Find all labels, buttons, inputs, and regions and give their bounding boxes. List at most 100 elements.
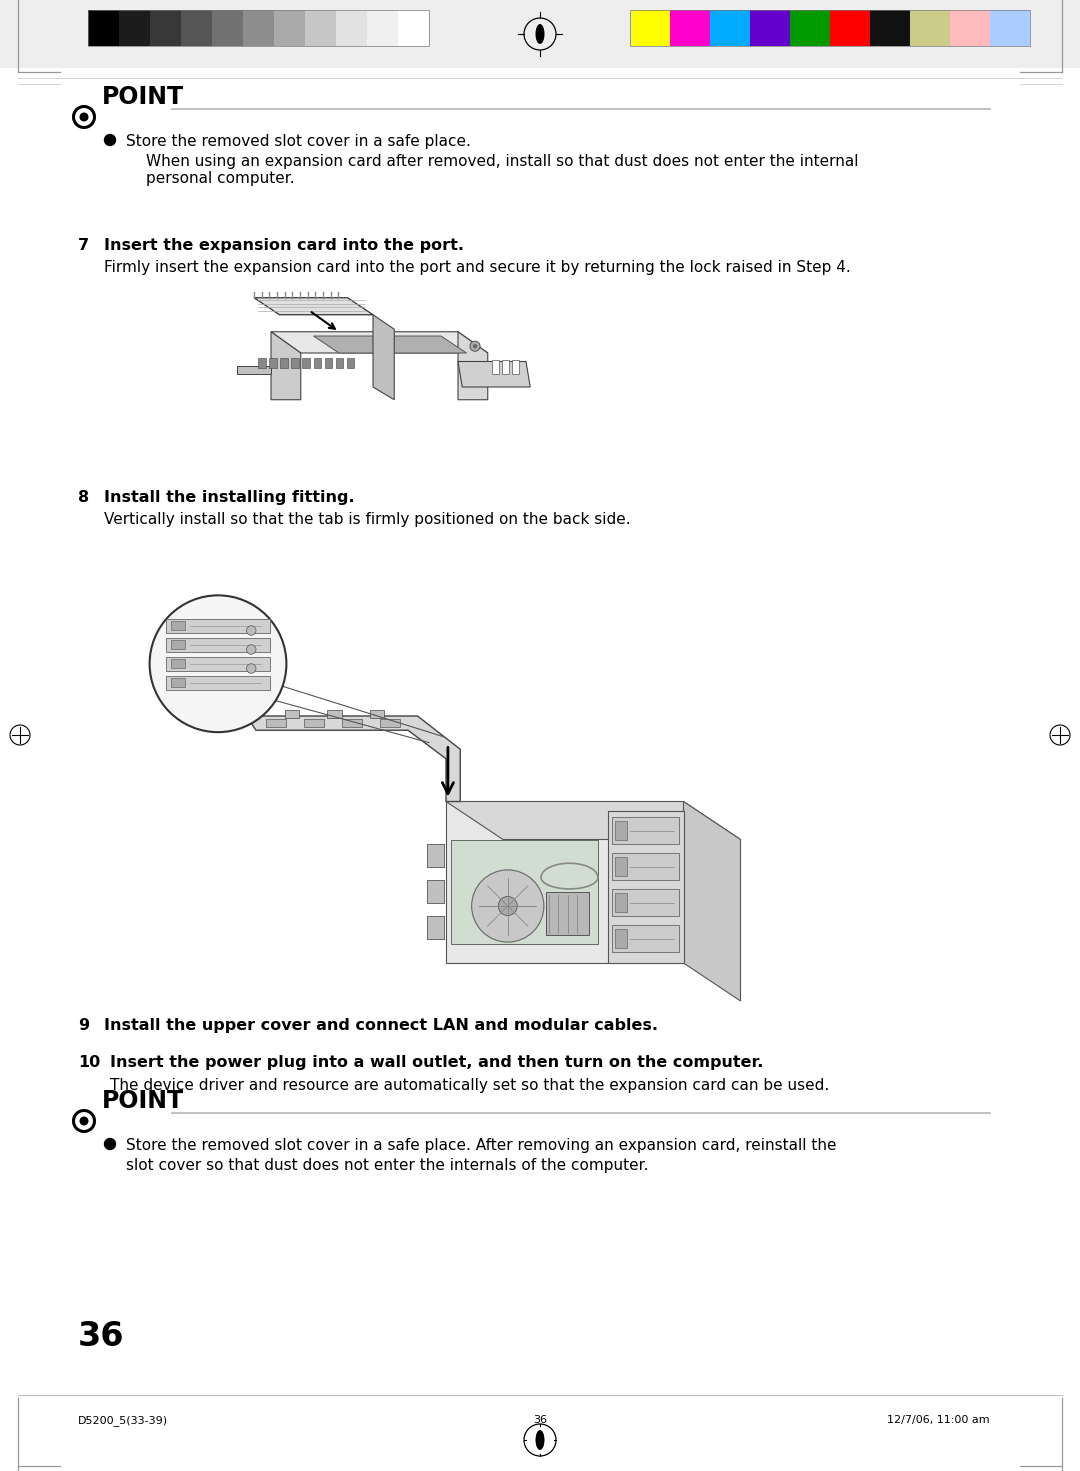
Text: D5200_5(33-39): D5200_5(33-39): [78, 1415, 168, 1425]
Bar: [258, 359, 266, 368]
Polygon shape: [446, 802, 741, 840]
Bar: [427, 844, 444, 866]
Bar: [612, 816, 678, 844]
Bar: [616, 893, 626, 912]
Circle shape: [246, 625, 256, 635]
Text: Store the removed slot cover in a safe place. After removing an expansion card, : Store the removed slot cover in a safe p…: [126, 1139, 837, 1153]
Bar: [512, 360, 519, 374]
Circle shape: [105, 134, 116, 146]
Bar: [870, 10, 910, 46]
Bar: [399, 10, 429, 46]
Polygon shape: [237, 366, 271, 374]
Polygon shape: [313, 335, 467, 353]
Text: Vertically install so that the tab is firmly positioned on the back side.: Vertically install so that the tab is fi…: [104, 512, 631, 527]
Text: Firmly insert the expansion card into the port and secure it by returning the lo: Firmly insert the expansion card into th…: [104, 260, 851, 275]
Bar: [950, 10, 990, 46]
Bar: [327, 710, 341, 718]
Text: POINT: POINT: [102, 1089, 184, 1114]
Polygon shape: [271, 332, 488, 353]
Bar: [171, 659, 185, 668]
Polygon shape: [684, 802, 741, 1000]
Bar: [612, 890, 678, 916]
Bar: [274, 10, 305, 46]
Bar: [87, 10, 429, 46]
Bar: [789, 10, 831, 46]
Text: POINT: POINT: [102, 85, 184, 109]
Polygon shape: [458, 362, 530, 387]
Text: 9: 9: [78, 1018, 90, 1033]
Bar: [336, 10, 367, 46]
Bar: [545, 891, 589, 934]
Polygon shape: [607, 811, 684, 964]
Bar: [181, 10, 212, 46]
Bar: [292, 359, 299, 368]
Polygon shape: [246, 716, 460, 802]
Bar: [670, 10, 710, 46]
Bar: [171, 678, 185, 687]
Circle shape: [246, 663, 256, 674]
Bar: [165, 658, 270, 671]
Circle shape: [473, 344, 477, 349]
Ellipse shape: [536, 24, 544, 44]
Bar: [910, 10, 950, 46]
Bar: [165, 677, 270, 690]
Bar: [630, 10, 670, 46]
Text: 36: 36: [78, 1319, 124, 1353]
Bar: [171, 640, 185, 649]
Text: Install the installing fitting.: Install the installing fitting.: [104, 490, 354, 505]
Polygon shape: [271, 332, 300, 400]
Bar: [313, 359, 321, 368]
Circle shape: [472, 869, 544, 941]
Bar: [710, 10, 750, 46]
Bar: [450, 840, 598, 944]
Bar: [212, 10, 243, 46]
Bar: [831, 10, 870, 46]
Bar: [302, 359, 310, 368]
Text: Store the removed slot cover in a safe place.: Store the removed slot cover in a safe p…: [126, 134, 471, 149]
Bar: [284, 710, 299, 718]
Bar: [502, 360, 509, 374]
Bar: [269, 359, 276, 368]
Text: When using an expansion card after removed, install so that dust does not enter : When using an expansion card after remov…: [146, 154, 859, 169]
Circle shape: [246, 644, 256, 655]
Bar: [379, 719, 401, 727]
Polygon shape: [458, 332, 488, 400]
Bar: [119, 10, 150, 46]
Bar: [347, 359, 354, 368]
Text: Install the upper cover and connect LAN and modular cables.: Install the upper cover and connect LAN …: [104, 1018, 658, 1033]
Polygon shape: [254, 297, 373, 315]
Bar: [281, 359, 288, 368]
Bar: [990, 10, 1030, 46]
Ellipse shape: [536, 1430, 544, 1450]
Bar: [616, 930, 626, 947]
Text: 10: 10: [78, 1055, 100, 1069]
Circle shape: [105, 1139, 116, 1149]
Bar: [612, 853, 678, 880]
Bar: [367, 10, 399, 46]
Bar: [336, 359, 343, 368]
Bar: [370, 710, 384, 718]
Bar: [303, 719, 324, 727]
Bar: [243, 10, 274, 46]
Bar: [492, 360, 499, 374]
Bar: [0, 0, 1080, 68]
Bar: [616, 821, 626, 840]
Bar: [616, 856, 626, 875]
Bar: [325, 359, 333, 368]
Bar: [750, 10, 789, 46]
Bar: [427, 880, 444, 903]
Polygon shape: [446, 802, 684, 964]
Circle shape: [498, 896, 517, 915]
Bar: [171, 621, 185, 630]
Circle shape: [470, 341, 481, 352]
Text: slot cover so that dust does not enter the internals of the computer.: slot cover so that dust does not enter t…: [126, 1158, 648, 1172]
Bar: [87, 10, 119, 46]
Text: 12/7/06, 11:00 am: 12/7/06, 11:00 am: [888, 1415, 990, 1425]
Bar: [150, 10, 181, 46]
Text: 8: 8: [78, 490, 90, 505]
Bar: [165, 619, 270, 634]
Text: personal computer.: personal computer.: [146, 171, 295, 185]
Circle shape: [150, 596, 286, 733]
Bar: [341, 719, 363, 727]
Bar: [165, 638, 270, 652]
